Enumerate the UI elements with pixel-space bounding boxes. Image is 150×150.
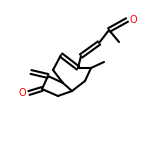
Text: O: O <box>130 15 137 25</box>
Text: O: O <box>19 88 26 98</box>
